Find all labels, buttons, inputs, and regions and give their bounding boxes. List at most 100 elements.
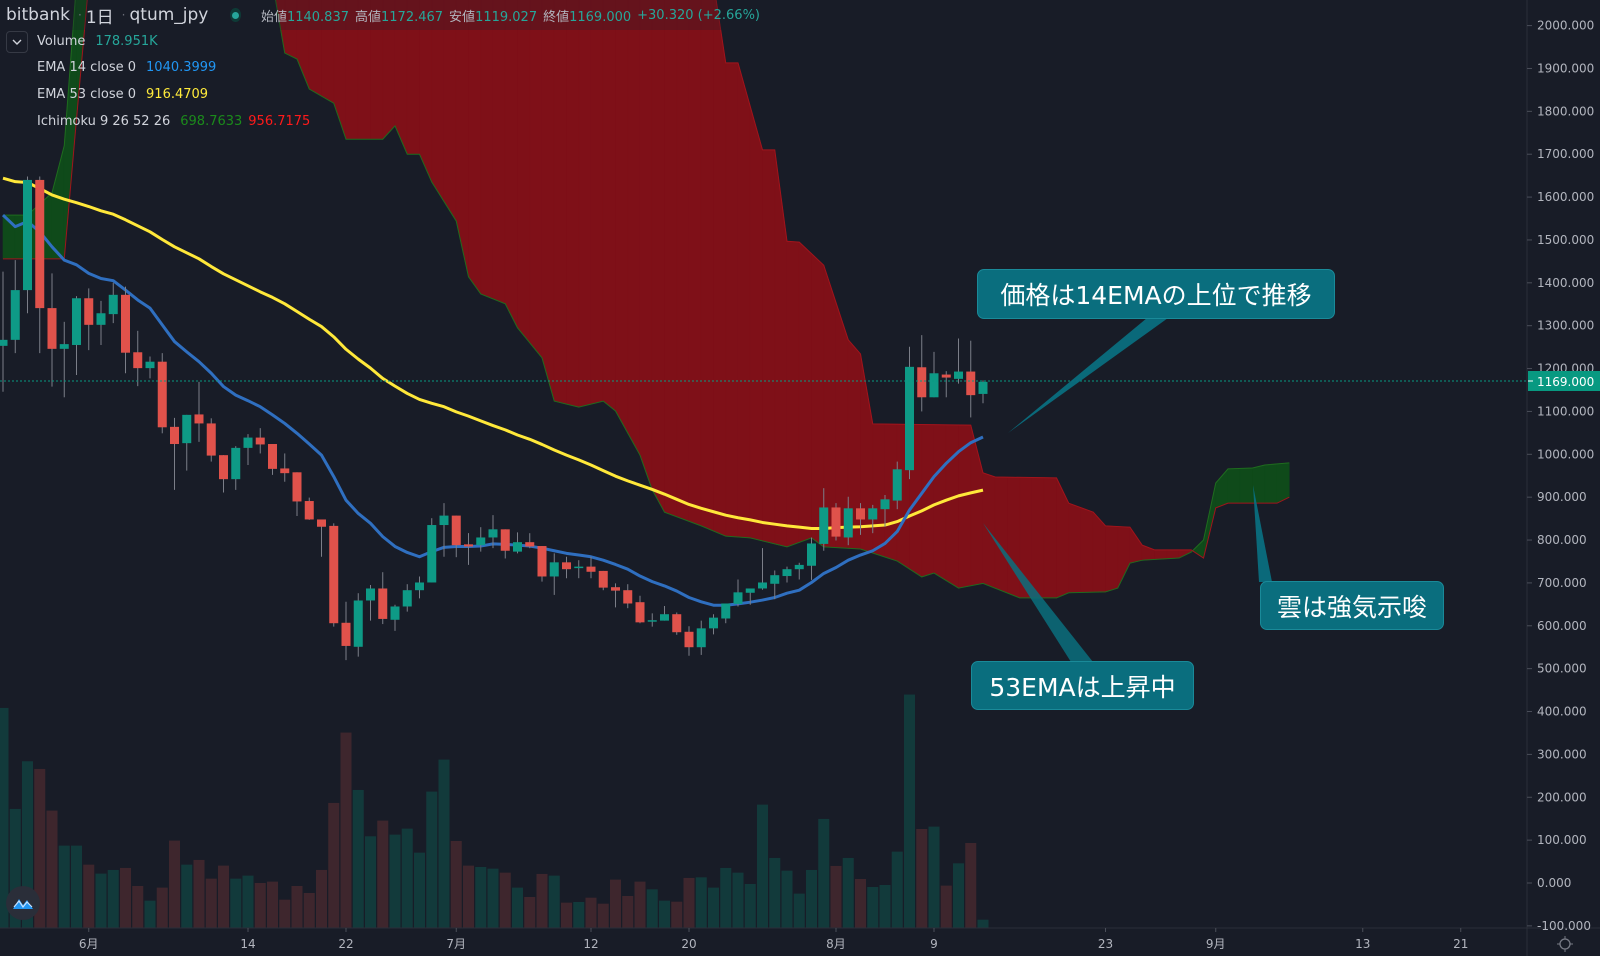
- price-tick-label: 600.000: [1537, 619, 1587, 633]
- volume-bar: [242, 875, 254, 928]
- volume-bar: [928, 826, 940, 928]
- volume-bar: [524, 896, 536, 928]
- time-tick-label: 7月: [446, 937, 466, 951]
- indicator-ichimoku[interactable]: Ichimoku 9 26 52 26 698.7633 956.7175: [37, 114, 310, 129]
- candle: [243, 434, 253, 466]
- volume-bar: [377, 820, 389, 928]
- annotation-pointers: [983, 318, 1272, 662]
- ohlc-label: 高値: [355, 9, 382, 25]
- candle: [488, 515, 498, 549]
- volume-bar: [193, 859, 205, 928]
- cloud-segment-bearish: [872, 423, 886, 558]
- annotation-callout-3[interactable]: 雲は強気示唆: [1260, 581, 1444, 630]
- candle: [647, 613, 657, 627]
- cloud-segment-bearish: [529, 0, 543, 359]
- indicator-value: 956.7175: [248, 114, 311, 129]
- candle-body: [905, 366, 914, 471]
- cloud-segment-bearish: [688, 0, 702, 527]
- volume-bar: [254, 882, 266, 928]
- cloud-segment-bearish: [1105, 525, 1119, 593]
- time-tick-label: 21: [1453, 937, 1468, 951]
- volume-bar: [156, 887, 168, 928]
- candle: [794, 562, 804, 580]
- candle-body: [35, 179, 45, 309]
- candle-body: [243, 437, 253, 448]
- indicator-volume[interactable]: Volume 178.951K: [37, 34, 158, 49]
- volume-bar: [71, 845, 82, 928]
- annotation-callout-1[interactable]: 価格は14EMAの上位で推移: [977, 269, 1335, 319]
- volume-bar: [561, 902, 572, 928]
- candle: [500, 529, 510, 559]
- price-tick-label: 800.000: [1537, 533, 1587, 547]
- price-tick-label: 200.000: [1537, 790, 1587, 804]
- candle: [353, 593, 363, 657]
- ohlc-open: 始値1140.837: [255, 6, 349, 25]
- candle: [635, 595, 645, 624]
- time-tick-label: 9: [930, 937, 938, 951]
- volume-bar: [218, 865, 229, 928]
- candle: [35, 176, 45, 354]
- candle-body: [59, 344, 69, 349]
- candle: [537, 546, 547, 582]
- volume-bar: [9, 808, 21, 928]
- collapse-legend-button[interactable]: [6, 31, 28, 53]
- indicator-name: Ichimoku 9 26 52 26: [37, 114, 171, 129]
- candle-body: [635, 602, 645, 623]
- candle: [157, 353, 167, 434]
- ohlc-low: 安値1119.027: [443, 6, 537, 25]
- candle: [978, 380, 988, 404]
- candle-body: [696, 628, 706, 648]
- annotation-callout-2[interactable]: 53EMAは上昇中: [971, 661, 1194, 710]
- candle: [929, 351, 939, 398]
- indicator-ema14[interactable]: EMA 14 close 0 1040.3999: [37, 60, 216, 75]
- candle: [807, 537, 816, 580]
- candle-body: [84, 298, 94, 325]
- candle-body: [145, 361, 155, 369]
- gear-icon[interactable]: [1557, 936, 1573, 952]
- candle-body: [366, 588, 375, 601]
- last-price-badge: 1169.000: [1528, 371, 1600, 391]
- volume-bar: [95, 873, 107, 928]
- candle: [451, 515, 461, 558]
- candle: [745, 588, 755, 605]
- exchange-name[interactable]: bitbank: [6, 5, 71, 25]
- cloud-segment-bearish: [615, 0, 629, 435]
- cloud-segment-bearish: [504, 0, 518, 328]
- volume-bar: [499, 872, 511, 928]
- time-axis[interactable]: 6月 14 22 7月 12 20 8月 9 23 9月 13 21: [79, 928, 1468, 951]
- volume-bar: [744, 884, 756, 928]
- cloud-segment-bearish: [982, 472, 996, 589]
- ichimoku-span-b-line: [3, 0, 1290, 559]
- interval-label[interactable]: 1日: [85, 7, 114, 28]
- price-axis[interactable]: 2000.000 1900.000 1800.000 1700.000 1600.000…: [1527, 19, 1594, 933]
- tradingview-logo[interactable]: [6, 886, 40, 920]
- cloud-segment-bearish: [627, 0, 641, 457]
- cloud-segment-bearish: [480, 0, 494, 300]
- candle: [549, 553, 559, 595]
- candle-body: [121, 294, 130, 353]
- candle: [415, 576, 424, 599]
- volume-bar: [940, 885, 952, 928]
- candle-body: [770, 575, 780, 584]
- volume-bar: [953, 863, 964, 928]
- candle: [219, 455, 228, 493]
- volume-bar: [585, 897, 597, 928]
- candle: [562, 556, 571, 579]
- price-tick-label: 1600.000: [1537, 190, 1594, 204]
- volume-bar: [671, 901, 683, 928]
- candle: [366, 585, 375, 621]
- candle-body: [170, 426, 179, 445]
- price-tick-label: 700.000: [1537, 576, 1587, 590]
- cloud-segment-bearish: [566, 0, 580, 408]
- cloud-segment-bearish: [713, 0, 727, 537]
- indicator-value: 916.4709: [146, 87, 209, 102]
- candle: [733, 579, 743, 607]
- price-tick-label: 500.000: [1537, 662, 1587, 676]
- candle-body: [843, 508, 853, 538]
- indicator-ema53[interactable]: EMA 53 close 0 916.4709: [37, 87, 208, 102]
- price-tick-label: 1900.000: [1537, 61, 1594, 75]
- volume-bar: [22, 761, 33, 928]
- candle-body: [280, 468, 290, 474]
- symbol-name[interactable]: qtum_jpy: [129, 5, 209, 25]
